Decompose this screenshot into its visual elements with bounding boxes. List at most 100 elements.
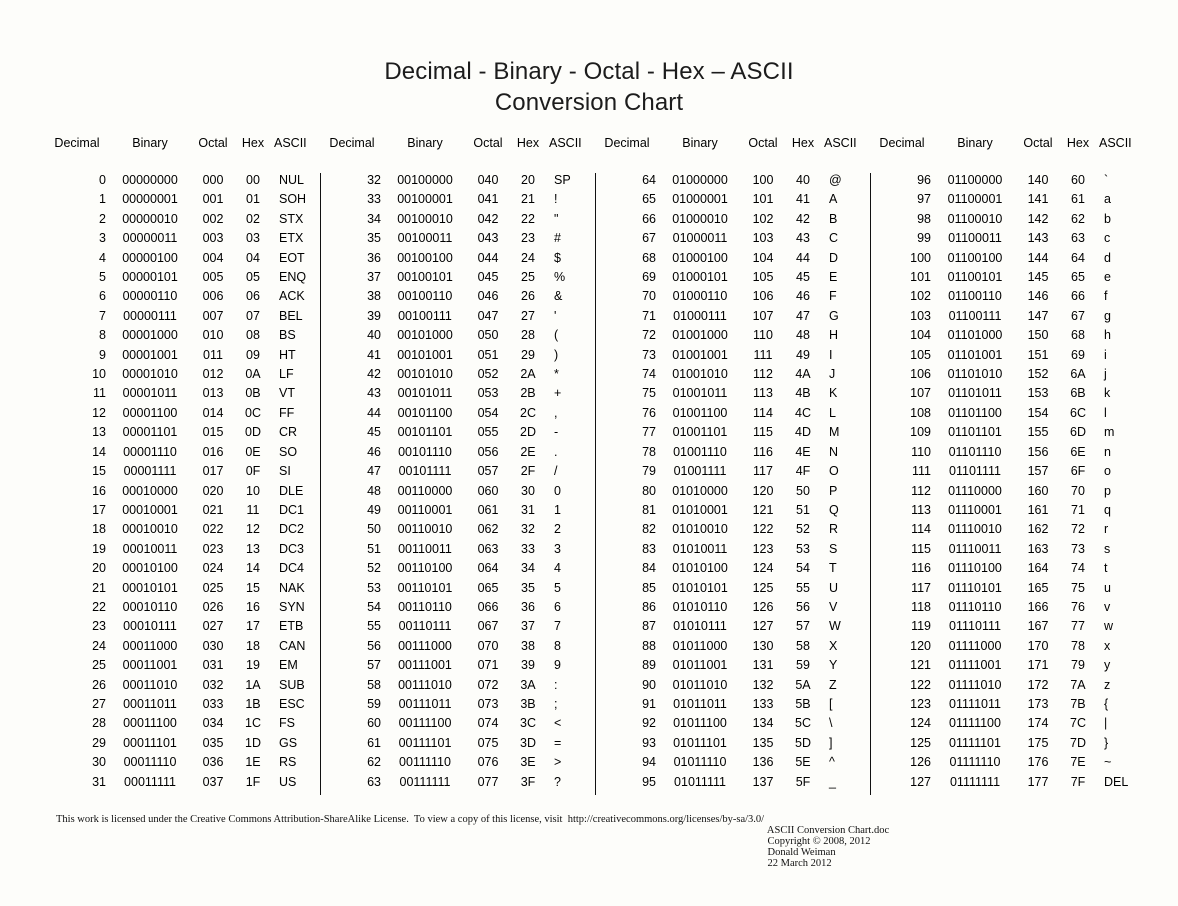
cell-hex: 64 (1071, 250, 1085, 265)
cell-asc: ENQ (279, 270, 307, 285)
cell-asc: ; (554, 696, 558, 711)
cell-hex: 01 (246, 192, 260, 207)
cell-oct: 142 (1027, 211, 1049, 226)
table-row: 126 01111110 176 7E ~ (871, 755, 1146, 774)
table-row: 42 00101010 052 2A * (321, 367, 596, 386)
cell-asc: S (829, 541, 838, 556)
cell-hex: 46 (796, 289, 810, 304)
cell-asc: DC1 (279, 502, 305, 517)
cell-oct: 100 (752, 173, 774, 187)
cell-bin: 00111101 (398, 735, 452, 750)
table-row: 34 00100010 042 22 " (321, 212, 596, 231)
cell-dec: 33 (367, 192, 381, 207)
cell-dec: 29 (92, 735, 106, 750)
table-row: 56 00111000 070 38 8 (321, 639, 596, 658)
cell-asc: O (829, 464, 839, 479)
cell-asc: 7 (554, 619, 561, 634)
table-header-row: Decimal Binary Octal Hex ASCII (46, 131, 321, 173)
cell-asc: CR (279, 425, 298, 440)
cell-dec: 46 (367, 444, 381, 459)
cell-oct: 002 (202, 211, 224, 226)
cell-hex: 1B (245, 696, 261, 711)
cell-asc: - (554, 425, 559, 440)
table-row: 68 01000100 104 44 D (596, 251, 871, 270)
cell-hex: 39 (521, 658, 535, 673)
cell-asc: Y (829, 658, 838, 673)
table-row: 22 00010110 026 16 SYN (46, 600, 321, 619)
table-row: 15 00001111 017 0F SI (46, 464, 321, 483)
cell-dec: 71 (642, 308, 656, 323)
cell-asc: ) (554, 347, 559, 362)
table-row: 45 00101101 055 2D - (321, 425, 596, 444)
cell-dec: 36 (367, 250, 381, 265)
table-row: 62 00111110 076 3E > (321, 755, 596, 774)
cell-hex: 79 (1071, 658, 1085, 673)
cell-bin: 00110000 (397, 483, 453, 498)
table-row: 27 00011011 033 1B ESC (46, 697, 321, 716)
cell-asc: H (829, 328, 839, 343)
cell-dec: 41 (367, 347, 381, 362)
cell-bin: 00011110 (123, 755, 177, 770)
cell-oct: 162 (1027, 522, 1049, 537)
table-row: 108 01101100 154 6C l (871, 406, 1146, 425)
cell-oct: 157 (1027, 464, 1049, 479)
cell-dec: 32 (367, 173, 381, 187)
cell-bin: 00110010 (397, 522, 453, 537)
cell-bin: 00000011 (122, 231, 178, 246)
cell-bin: 00011011 (123, 696, 177, 711)
cell-asc: X (829, 638, 838, 653)
cell-bin: 01101001 (947, 347, 1003, 362)
cell-oct: 016 (202, 444, 224, 459)
cell-hex: 33 (521, 541, 535, 556)
cell-asc: US (279, 774, 297, 789)
table-row: 59 00111011 073 3B; (321, 697, 596, 716)
cell-dec: 107 (910, 386, 931, 401)
cell-asc: HT (279, 347, 296, 362)
cell-hex: 09 (246, 347, 260, 362)
cell-asc: EM (279, 658, 298, 673)
table-row: 78 01001110 116 4E N (596, 445, 871, 464)
table-row: 28 00011100 034 1C FS (46, 716, 321, 735)
cell-hex: 7B (1070, 696, 1086, 711)
cell-asc: { (1104, 696, 1109, 711)
table-row: 13 00001101 015 0D CR (46, 425, 321, 444)
cell-asc: DLE (279, 483, 304, 498)
cell-bin: 01111010 (948, 677, 1002, 692)
cell-asc: I (829, 347, 833, 362)
cell-hex: 56 (796, 599, 810, 614)
column-header-hex: Hex (516, 136, 540, 150)
cell-bin: 01001111 (673, 464, 727, 479)
cell-asc: < (554, 716, 562, 731)
cell-dec: 21 (92, 580, 106, 595)
cell-bin: 00011111 (124, 774, 176, 789)
cell-dec: 13 (92, 425, 106, 440)
cell-bin: 01110011 (948, 541, 1002, 556)
cell-hex: 45 (796, 270, 810, 285)
cell-bin: 01011001 (672, 658, 728, 673)
cell-dec: 124 (910, 716, 931, 731)
cell-oct: 012 (202, 367, 224, 382)
cell-bin: 00010111 (123, 619, 177, 634)
cell-oct: 136 (752, 755, 774, 770)
column-header-oct: Octal (473, 136, 503, 150)
cell-hex: 5A (795, 677, 811, 692)
cell-oct: 121 (752, 502, 774, 517)
cell-bin: 01001100 (672, 405, 728, 420)
cell-asc: P (829, 483, 838, 498)
cell-dec: 86 (642, 599, 656, 614)
cell-hex: 5B (795, 696, 811, 711)
cell-dec: 102 (910, 289, 931, 304)
cell-bin: 01011100 (673, 716, 727, 731)
table-row: 38 00100110 046 26 & (321, 289, 596, 308)
cell-asc: ` (1104, 173, 1109, 187)
cell-dec: 104 (910, 328, 931, 343)
cell-asc: ? (554, 774, 561, 789)
cell-dec: 121 (910, 658, 931, 673)
cell-oct: 024 (202, 561, 224, 576)
cell-asc: : (554, 677, 558, 692)
cell-hex: 61 (1071, 192, 1085, 207)
table-row: 105 01101001 151 69 i (871, 348, 1146, 367)
cell-dec: 19 (92, 541, 106, 556)
table-row: 58 00111010 072 3A: (321, 678, 596, 697)
cell-oct: 174 (1027, 716, 1049, 731)
